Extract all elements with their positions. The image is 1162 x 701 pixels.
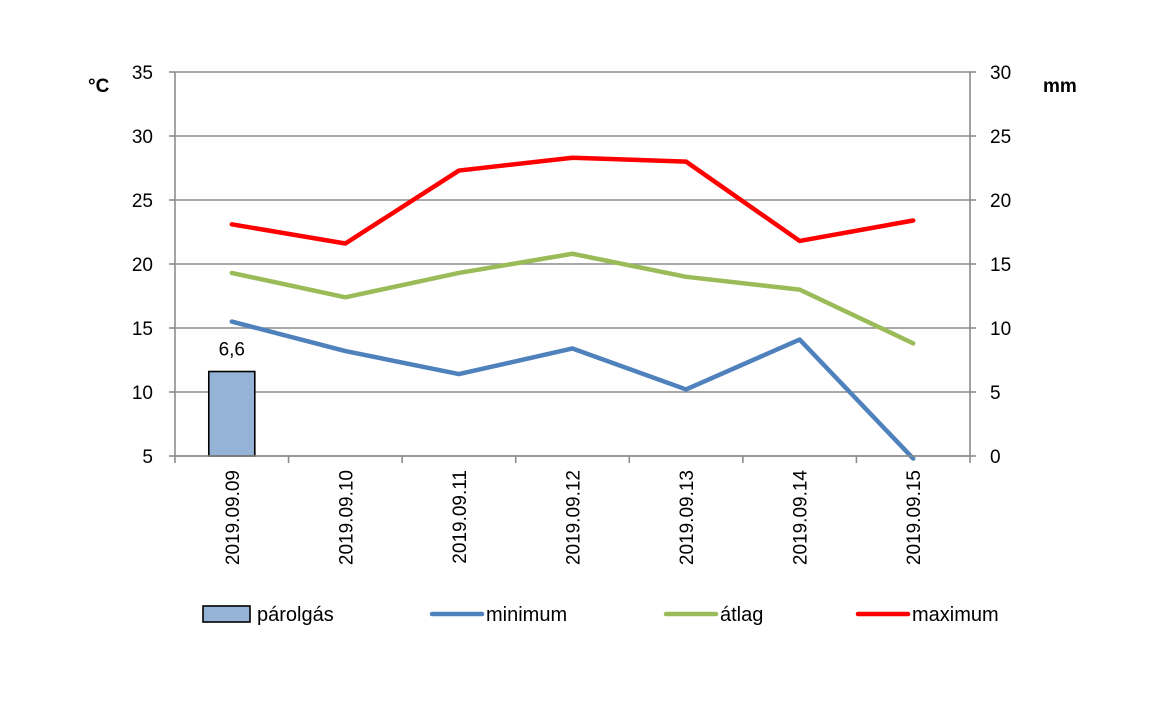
left-tick-label: 15 — [132, 319, 153, 340]
left-tick-label: 35 — [132, 63, 153, 84]
right-tick-label: 25 — [990, 127, 1011, 148]
left-tick-label: 30 — [132, 127, 153, 148]
legend-label: párolgás — [257, 604, 334, 626]
gridlines — [175, 71, 970, 457]
legend-label: minimum — [486, 604, 567, 626]
series-line-átlag — [229, 251, 916, 346]
right-tick-label: 30 — [990, 63, 1011, 84]
series-line-minimum — [229, 319, 916, 461]
x-tick-label: 2019.09.15 — [904, 470, 925, 565]
x-tick-label: 2019.09.11 — [450, 470, 471, 564]
axes — [169, 71, 976, 463]
x-tick-label: 2019.09.12 — [564, 470, 585, 565]
right-tick-label: 5 — [990, 383, 1001, 404]
x-tick-label: 2019.09.14 — [791, 470, 812, 566]
left-tick-label: 5 — [142, 447, 153, 468]
right-tick-label: 15 — [990, 255, 1011, 276]
left-tick-label: 10 — [132, 383, 153, 404]
right-axis-unit: mm — [1043, 76, 1077, 97]
legend-swatch — [202, 605, 251, 623]
right-tick-label: 0 — [990, 447, 1001, 468]
legend: párolgás minimum átlag maximum — [202, 604, 999, 626]
right-tick-label: 10 — [990, 319, 1011, 340]
bar — [207, 370, 256, 457]
left-tick-label: 20 — [132, 255, 153, 276]
x-tick-label: 2019.09.10 — [336, 470, 357, 565]
left-axis-unit: °C — [88, 76, 110, 97]
bar-data-label: 6,6 — [219, 340, 245, 361]
series-line-maximum — [229, 155, 916, 246]
line-series — [229, 155, 916, 461]
x-tick-label: 2019.09.13 — [677, 470, 698, 565]
bar-series: 6,6 — [207, 340, 256, 457]
tick-labels: 5 10 15 20 25 30 35 0 5 10 15 20 25 30 2019.09.09 2019.… — [132, 63, 1011, 565]
right-tick-label: 20 — [990, 191, 1011, 212]
legend-label: átlag — [720, 604, 763, 626]
x-tick-label: 2019.09.09 — [223, 470, 244, 565]
left-tick-label: 25 — [132, 191, 153, 212]
legend-label: maximum — [912, 604, 999, 626]
